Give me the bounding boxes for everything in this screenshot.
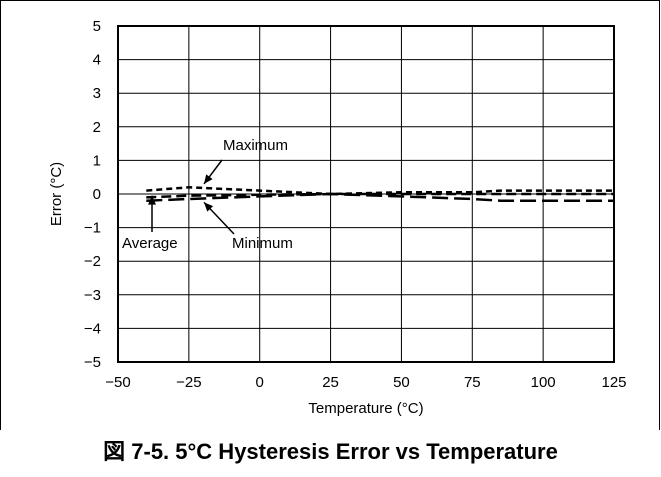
- x-tick-label: 50: [393, 374, 410, 391]
- y-tick-label: −5: [84, 354, 101, 371]
- x-tick-label: 75: [464, 374, 481, 391]
- x-tick-label: −25: [176, 374, 201, 391]
- y-tick-label: −2: [84, 253, 101, 270]
- hysteresis-chart: 5 4 3 2 1 0 −1 −2 −3 −4 −5−50 −25 0 25 50 75 100 125 Tempe…: [48, 18, 627, 417]
- x-tick-label: 0: [256, 374, 264, 391]
- figure-frame: [0, 0, 660, 430]
- annotation-label-maximum: Maximum: [223, 137, 288, 154]
- y-tick-label: 2: [93, 119, 101, 136]
- x-tick-label: 125: [601, 374, 626, 391]
- y-tick-label: −4: [84, 320, 101, 337]
- y-axis-label: Error (°C): [48, 162, 65, 226]
- series-line-average: [146, 192, 614, 199]
- annotation-arrowhead: [148, 195, 156, 205]
- y-tick-label: 5: [93, 18, 101, 35]
- y-tick-label: 4: [93, 52, 101, 69]
- y-tick-label: 3: [93, 85, 101, 102]
- y-tick-label: 0: [93, 186, 101, 203]
- figure-caption: 図 7-5. 5°C Hysteresis Error vs Temperatu…: [103, 439, 558, 464]
- annotation-label-minimum: Minimum: [232, 235, 293, 252]
- x-tick-label: 100: [531, 374, 556, 391]
- y-tick-label: 1: [93, 152, 101, 169]
- y-tick-label: −1: [84, 220, 101, 237]
- y-tick-label: −3: [84, 287, 101, 304]
- x-tick-label: 25: [322, 374, 339, 391]
- annotation-arrowhead: [204, 202, 214, 212]
- x-tick-label: −50: [105, 374, 130, 391]
- x-axis-label: Temperature (°C): [308, 400, 423, 417]
- series-line-minimum: [146, 192, 614, 202]
- annotation-arrowhead: [204, 174, 213, 184]
- series-line-maximum: [146, 186, 614, 196]
- annotation-label-average: Average: [122, 235, 178, 252]
